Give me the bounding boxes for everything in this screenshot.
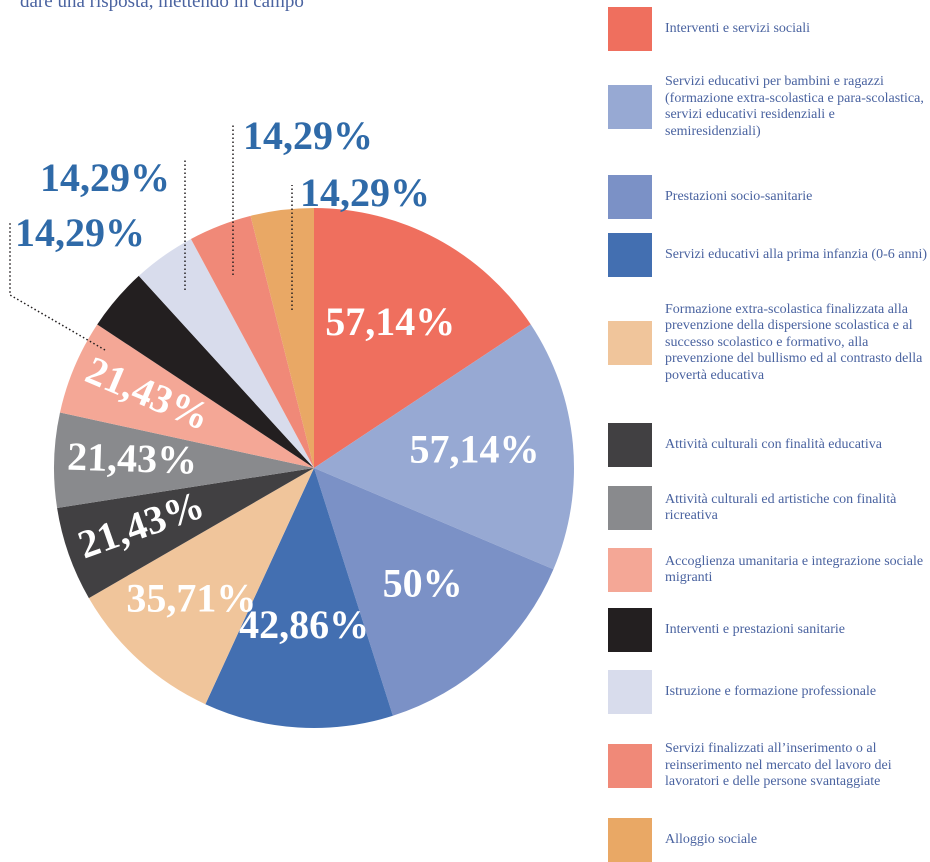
pie-slice <box>88 468 314 705</box>
data-label: 42,86% <box>239 602 369 647</box>
pie-slice <box>314 208 531 468</box>
legend-swatch <box>608 175 652 219</box>
legend-swatch <box>608 670 652 714</box>
leader-line <box>9 222 106 351</box>
legend-label: Formazione extra-scolastica finalizzata … <box>665 301 923 383</box>
legend-label: Servizi educativi per bambini e ragazzi … <box>665 74 924 139</box>
data-label: 35,71% <box>126 576 256 621</box>
pie-slice <box>205 468 393 728</box>
legend-label: Interventi e servizi sociali <box>665 20 810 36</box>
legend-swatch <box>608 818 652 862</box>
data-label: 57,14% <box>410 426 540 471</box>
legend-swatch <box>608 320 652 365</box>
legend-item: Prestazioni socio-sanitarie <box>608 175 930 219</box>
legend-item: Alloggio sociale <box>608 818 930 862</box>
legend-swatch <box>608 548 652 592</box>
pie-slice <box>57 468 315 599</box>
chart: 57,14%57,14%50%42,86%35,71%21,43%21,43%2… <box>9 113 574 728</box>
data-label: 14,29% <box>300 170 430 215</box>
pie-slice <box>190 215 314 468</box>
legend-swatch <box>608 7 652 51</box>
legend-item: Servizi educativi alla prima infanzia (0… <box>608 233 930 277</box>
pie-slice <box>138 238 314 468</box>
legend-swatch <box>608 743 652 788</box>
title: dare una risposta, mettendo in campo <box>20 0 304 12</box>
legend-item: Interventi e prestazioni sanitarie <box>608 608 930 652</box>
legend-item: Attività culturali ed artistiche con fin… <box>608 486 930 530</box>
legend-label: Istruzione e formazione professionale <box>665 683 877 699</box>
legend-item: Servizi educativi per bambini e ragazzi … <box>608 74 930 140</box>
legend-swatch <box>608 423 652 467</box>
pie-slice <box>60 324 315 468</box>
legend-label: Servizi finalizzati all’inserimento o al… <box>665 741 892 789</box>
data-label: 14,29% <box>15 210 145 255</box>
legend-item: Interventi e servizi sociali <box>608 7 930 51</box>
legend-label: Servizi educativi alla prima infanzia (0… <box>665 246 928 262</box>
legend-label: Prestazioni socio-sanitarie <box>665 188 813 204</box>
legend-item: Accoglienza umanitaria e integrazione so… <box>608 548 930 592</box>
pie-slice <box>314 324 574 570</box>
legend-swatch <box>608 608 652 652</box>
pie-slice <box>97 275 315 468</box>
legend-item: Formazione extra-scolastica finalizzata … <box>608 302 930 385</box>
legend-label: Attività culturali con finalità educativ… <box>665 436 882 452</box>
data-label: 21,43% <box>67 434 198 483</box>
legend-swatch <box>608 233 652 277</box>
legend-label: Interventi e prestazioni sanitarie <box>665 621 845 637</box>
legend-label: Attività culturali ed artistiche con fin… <box>665 491 897 524</box>
legend-swatch <box>608 85 652 129</box>
data-label: 50% <box>383 560 463 605</box>
pie-slice <box>314 468 554 716</box>
legend-item: Attività culturali con finalità educativ… <box>608 423 930 467</box>
data-label: 14,29% <box>243 113 373 158</box>
legend-item: Servizi finalizzati all’inserimento o al… <box>608 741 930 791</box>
legend-swatch <box>608 486 652 530</box>
legend-label: Alloggio sociale <box>665 831 758 847</box>
legend-label: Accoglienza umanitaria e integrazione so… <box>665 553 924 586</box>
legend-item: Istruzione e formazione professionale <box>608 670 930 714</box>
pie-slice <box>54 412 315 508</box>
data-label: 57,14% <box>325 299 455 344</box>
pie-slice <box>250 208 314 468</box>
data-label: 14,29% <box>40 155 170 200</box>
